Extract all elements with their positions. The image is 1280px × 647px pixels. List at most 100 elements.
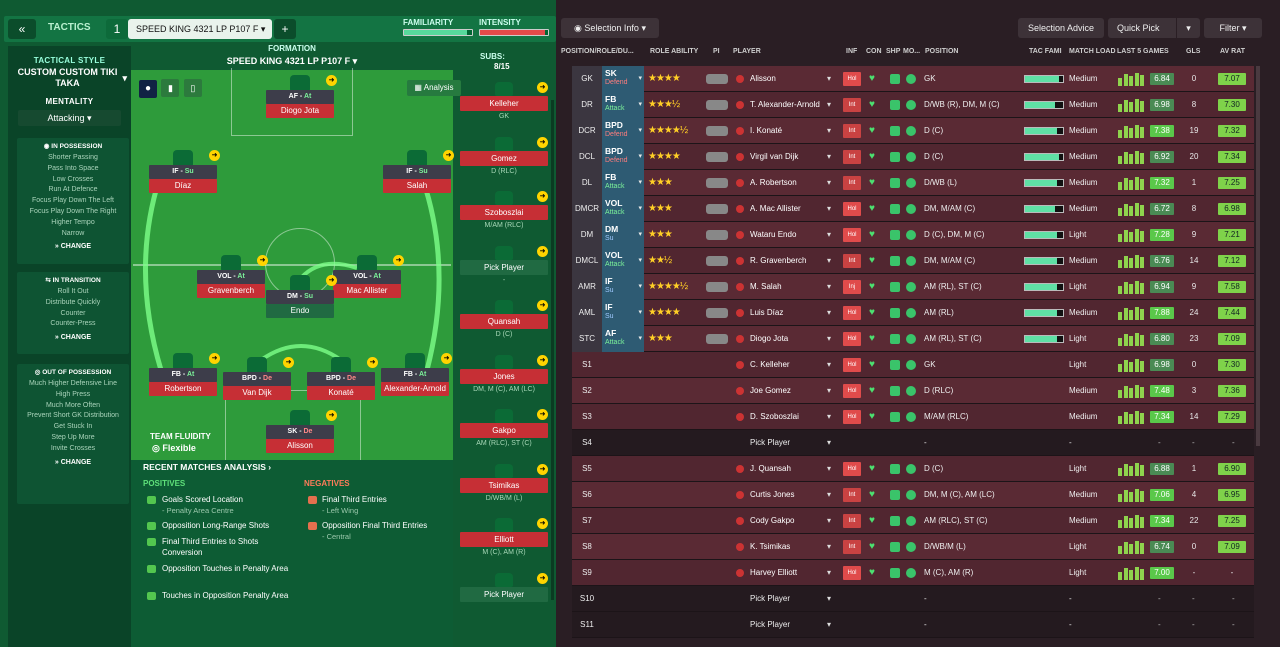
player-name[interactable]: Joe Gomez (750, 386, 791, 395)
chevron-down-icon[interactable]: ▾ (827, 490, 832, 499)
pitch-view-icon[interactable]: ▯ (183, 79, 202, 97)
column-header[interactable]: INF (846, 48, 858, 55)
sub-player-select[interactable]: Kelleher (460, 96, 548, 111)
player-name-tag[interactable]: Van Dijk (223, 386, 291, 400)
subs-scrollbar[interactable] (551, 100, 554, 600)
player-name[interactable]: A. Mac Allister (750, 204, 801, 213)
formation-select[interactable]: SPEED KING 4321 LP P107 F ▾ (226, 56, 358, 66)
stats-view-icon[interactable]: ▮ (161, 79, 180, 97)
table-row[interactable]: DCR BPD Defend ▾ ★★★★½ I. Konaté ▾ Int ♥ D (C) Med… (572, 118, 1254, 144)
player-name[interactable]: Wataru Endo (750, 230, 797, 239)
role-duty-select[interactable]: FB Attack ▾ (602, 170, 644, 196)
sub-player-select[interactable]: Elliott (460, 532, 548, 547)
player-role-badge[interactable]: VOL - At (197, 270, 265, 284)
table-row[interactable]: S3 D. Szoboszlai ▾ Hol ♥ M/AM (RLC) Medium 7.34… (572, 404, 1254, 430)
column-header[interactable]: MO... (903, 48, 921, 55)
column-header[interactable]: SHP (886, 48, 901, 55)
player-role-badge[interactable]: FB - At (381, 368, 449, 382)
chevron-down-icon[interactable]: ▾ (638, 153, 642, 160)
player-name-tag[interactable]: Endo (266, 304, 334, 318)
player-name-tag[interactable]: Salah (383, 179, 451, 193)
chevron-down-icon[interactable]: ▾ (638, 101, 642, 108)
sub-player-select[interactable]: Pick Player (460, 259, 548, 275)
player-name[interactable]: D. Szoboszlai (750, 412, 799, 421)
role-duty-select[interactable]: BPD Defend ▾ (602, 118, 644, 144)
chevron-down-icon[interactable]: ▾ (827, 74, 832, 83)
table-row[interactable]: S2 Joe Gomez ▾ Hol ♥ D (RLC) Medium 7.48 3 7.36 (572, 378, 1254, 404)
player-name[interactable]: Luis Díaz (750, 308, 784, 317)
chevron-down-icon[interactable]: ▾ (827, 178, 832, 187)
player-instructions-icon[interactable] (706, 204, 728, 214)
column-header[interactable]: GLS (1186, 48, 1201, 55)
chevron-down-icon[interactable]: ▾ (827, 620, 832, 629)
table-row[interactable]: S5 J. Quansah ▾ Hol ♥ D (C) Light 6.88 1 6.90 (572, 456, 1254, 482)
recent-matches-link[interactable]: RECENT MATCHES ANALYSIS › (143, 462, 272, 472)
player-name[interactable]: Alisson (750, 74, 776, 83)
pick-player-select[interactable]: Pick Player (750, 594, 791, 603)
column-header[interactable]: ROLE ABILITY (650, 48, 699, 55)
chevron-down-icon[interactable]: ▾ (638, 75, 642, 82)
player-instructions-icon[interactable] (706, 256, 728, 266)
table-row[interactable]: S1 C. Kelleher ▾ Hol ♥ GK Light 6.98 0 7.30 (572, 352, 1254, 378)
chevron-down-icon[interactable]: ▾ (638, 127, 642, 134)
tactic-select[interactable]: SPEED KING 4321 LP P107 F ▾ (128, 19, 272, 39)
sub-player-select[interactable]: Gomez (460, 150, 548, 166)
player-name-tag[interactable]: Gravenberch (197, 284, 265, 298)
player-instructions-icon[interactable] (706, 230, 728, 240)
in-transition-change-button[interactable]: » CHANGE (54, 334, 92, 342)
table-row[interactable]: S9 Harvey Elliott ▾ Hol ♥ M (C), AM (R) Light 7… (572, 560, 1254, 586)
sub-player-select[interactable]: Quansah (460, 314, 548, 329)
player-instructions-icon[interactable] (706, 178, 728, 188)
chevron-down-icon[interactable]: ▾ (827, 308, 832, 317)
chevron-down-icon[interactable]: ▾ (827, 438, 832, 447)
analysis-button[interactable]: ▦ Analysis (407, 80, 461, 96)
back-button[interactable]: « (8, 19, 36, 39)
column-header[interactable]: AV RAT (1220, 48, 1246, 55)
table-row[interactable]: AML IF Su ▾ ★★★★ Luis Díaz ▾ Hol ♥ AM (RL) Medium 7… (572, 300, 1254, 326)
player-name[interactable]: Diogo Jota (750, 334, 789, 343)
player-name[interactable]: R. Gravenberch (750, 256, 807, 265)
player-role-badge[interactable]: IF - Su (149, 165, 217, 179)
column-header[interactable]: LAST 5 GAMES (1117, 48, 1169, 55)
in-possession-change-button[interactable]: » CHANGE (54, 243, 92, 251)
player-name[interactable]: Virgil van Dijk (750, 152, 799, 161)
selection-info-select[interactable]: ◉ Selection Info ▾ (561, 18, 659, 38)
selection-advice-button[interactable]: Selection Advice (1018, 18, 1104, 38)
player-name[interactable]: M. Salah (750, 282, 782, 291)
player-role-badge[interactable]: VOL - At (333, 270, 401, 284)
column-header[interactable]: TAC FAMI (1029, 48, 1062, 55)
table-row[interactable]: DL FB Attack ▾ ★★★ A. Robertson ▾ Int ♥ D/WB (L) M… (572, 170, 1254, 196)
table-row[interactable]: S7 Cody Gakpo ▾ Int ♥ AM (RLC), ST (C) Medium 7… (572, 508, 1254, 534)
player-name[interactable]: Harvey Elliott (750, 568, 798, 577)
chevron-down-icon[interactable]: ▾ (827, 126, 832, 135)
table-row[interactable]: DCL BPD Defend ▾ ★★★★ Virgil van Dijk ▾ Int ♥ D (… (572, 144, 1254, 170)
table-row[interactable]: DM DM Su ▾ ★★★ Wataru Endo ▾ Hol ♥ D (C), DM, M (… (572, 222, 1254, 248)
chevron-down-icon[interactable]: ▾ (638, 257, 642, 264)
player-name[interactable]: A. Robertson (750, 178, 797, 187)
chevron-down-icon[interactable]: ▾ (1176, 18, 1200, 38)
out-of-possession-change-button[interactable]: » CHANGE (54, 458, 92, 466)
player-name-tag[interactable]: Robertson (149, 382, 217, 396)
chevron-down-icon[interactable]: ▾ (638, 231, 642, 238)
table-row[interactable]: S4 Pick Player ▾ - - - - - (572, 430, 1254, 456)
table-row[interactable]: S11 Pick Player ▾ - - - - - (572, 612, 1254, 638)
player-view-icon[interactable]: ● (139, 80, 157, 98)
table-row[interactable]: S8 K. Tsimikas ▾ Int ♥ D/WB/M (L) Light 6.74 0 7.… (572, 534, 1254, 560)
player-role-badge[interactable]: AF - At (266, 90, 334, 104)
player-name[interactable]: C. Kelleher (750, 360, 790, 369)
chevron-down-icon[interactable]: ▾ (638, 179, 642, 186)
chevron-down-icon[interactable]: ▾ (827, 412, 832, 421)
role-duty-select[interactable]: BPD Defend ▾ (602, 144, 644, 170)
role-duty-select[interactable]: IF Su ▾ (602, 300, 644, 326)
role-duty-select[interactable]: IF Su ▾ (602, 274, 644, 300)
chevron-down-icon[interactable]: ▾ (638, 335, 642, 342)
player-role-badge[interactable]: BPD - De (307, 372, 375, 386)
column-header[interactable]: CON (866, 48, 882, 55)
player-role-badge[interactable]: FB - At (149, 368, 217, 382)
player-name[interactable]: Cody Gakpo (750, 516, 795, 525)
player-name-tag[interactable]: Diogo Jota (266, 104, 334, 118)
column-header[interactable]: POSITION/ROLE/DU... (561, 48, 634, 55)
chevron-down-icon[interactable]: ▾ (638, 205, 642, 212)
tactic-slot[interactable]: 1 (106, 19, 128, 39)
sub-player-select[interactable]: Pick Player (460, 586, 548, 602)
